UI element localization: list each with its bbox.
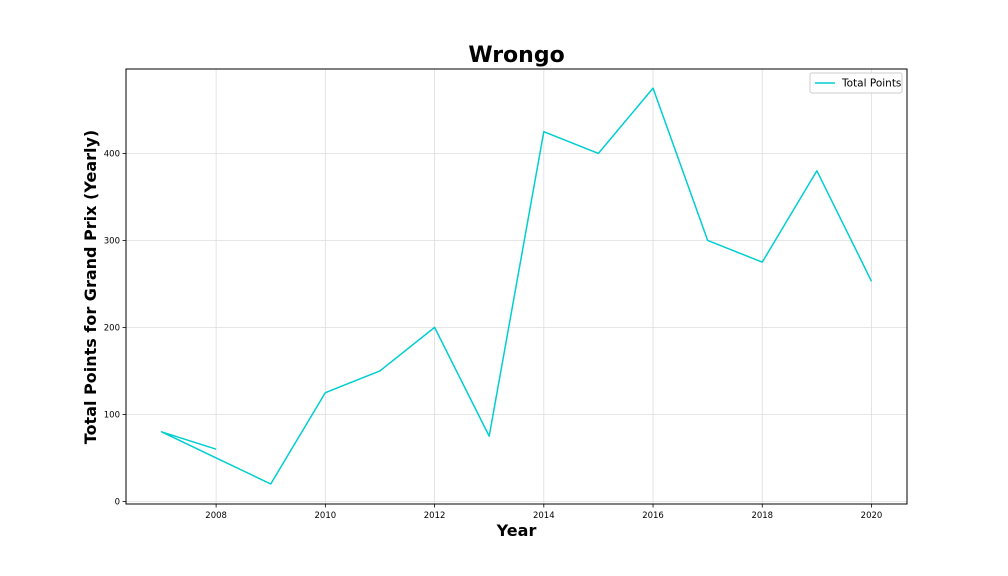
axis-ticks: 2008 2010 2012 2014 2016 2018 2020 0 100 200 300 40… [104, 149, 883, 521]
chart-title: Wrongo [468, 43, 564, 68]
x-tick-label: 2014 [533, 511, 555, 521]
legend: Total Points [809, 72, 903, 94]
series-line-total-points [160, 87, 873, 485]
grid-lines [126, 69, 907, 504]
y-tick-label: 200 [104, 323, 120, 333]
x-tick-label: 2008 [205, 511, 227, 521]
legend-label: Total Points [841, 78, 901, 90]
x-tick-label: 2012 [424, 511, 446, 521]
y-axis-label: Total Points for Grand Prix (Yearly) [81, 130, 100, 444]
legend-box [809, 72, 903, 94]
x-tick-label: 2016 [642, 511, 664, 521]
x-tick-label: 2020 [861, 511, 883, 521]
x-tick-label: 2018 [751, 511, 773, 521]
series-layer [160, 87, 873, 485]
y-tick-label: 0 [115, 497, 120, 507]
x-axis-label: Year [496, 521, 537, 540]
y-tick-label: 300 [104, 236, 120, 246]
y-tick-label: 100 [104, 410, 120, 420]
x-tick-label: 2010 [315, 511, 337, 521]
y-tick-label: 400 [104, 149, 120, 159]
plot-frame [125, 68, 908, 505]
